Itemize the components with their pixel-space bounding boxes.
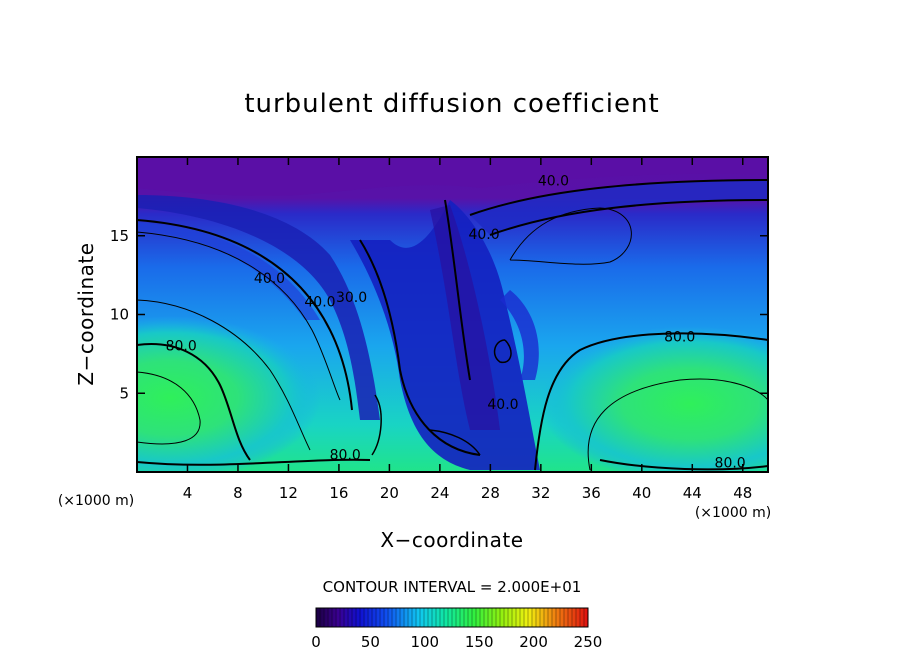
x-tick-label: 40 [632, 484, 651, 502]
colorbar-tick-label: 0 [311, 633, 321, 651]
x-tick-label: 12 [279, 484, 298, 502]
x-tick-label: 48 [733, 484, 752, 502]
colorbar-tick-label: 200 [519, 633, 548, 651]
x-tick-label: 36 [582, 484, 601, 502]
left-lobe [137, 316, 320, 472]
x-tick-label: 24 [430, 484, 449, 502]
colorbar-tick-label: 100 [410, 633, 439, 651]
contour-label: 80.0 [330, 447, 361, 463]
contour-lines [137, 179, 768, 471]
heatmap-field: 40.040.0 30.040.040.040.080.080.080.0 80.0 [137, 157, 768, 472]
contour-label: 40.0 [254, 271, 285, 287]
colorbar-tick-label: 150 [465, 633, 494, 651]
x-tick-label: 28 [481, 484, 500, 502]
y-axis-unit: (×1000 m) [58, 493, 134, 509]
contour-label: 40.0 [304, 295, 335, 311]
y-tick-label: 15 [110, 227, 129, 245]
contour-label: 80.0 [664, 329, 695, 345]
colorbar-tick-labels: 0 50 100 150 200 250 [311, 633, 602, 651]
x-tick-label: 4 [183, 484, 193, 502]
contour-label: 30.0 [336, 290, 367, 306]
x-tick-label: 32 [531, 484, 550, 502]
contour-label: 80.0 [715, 455, 746, 471]
contour-label: 40.0 [487, 397, 518, 413]
colorbar-tick-label: 50 [361, 633, 380, 651]
left-dark-band [137, 195, 380, 420]
upper-layer [137, 157, 768, 196]
x-axis-ticks: 4 8 12 16 20 24 28 32 36 40 44 48 [183, 157, 752, 502]
contour-label: 40.0 [468, 227, 499, 243]
contour-label: 40.0 [538, 173, 569, 189]
right-lobe [540, 326, 768, 472]
x-tick-label: 44 [683, 484, 702, 502]
chart-title: turbulent diffusion coefficient [244, 89, 659, 119]
y-axis-ticks: 5 10 15 [110, 227, 768, 402]
colorbar: 0 50 100 150 200 250 [311, 607, 602, 651]
x-axis-unit: (×1000 m) [695, 505, 771, 521]
x-tick-label: 8 [233, 484, 243, 502]
y-tick-label: 10 [110, 306, 129, 324]
contour-label: 80.0 [166, 339, 197, 355]
contour-interval: CONTOUR INTERVAL = 2.000E+01 [323, 578, 582, 596]
y-axis-title: Z−coordinate [74, 242, 98, 385]
contour-labels: 40.040.0 30.040.040.040.080.080.080.0 80.0 [166, 173, 746, 471]
x-tick-label: 16 [329, 484, 348, 502]
x-tick-label: 20 [380, 484, 399, 502]
y-tick-label: 5 [119, 384, 129, 402]
upper-right-band [470, 180, 768, 235]
colorbar-tick-label: 250 [574, 633, 603, 651]
x-axis-title: X−coordinate [380, 528, 523, 552]
